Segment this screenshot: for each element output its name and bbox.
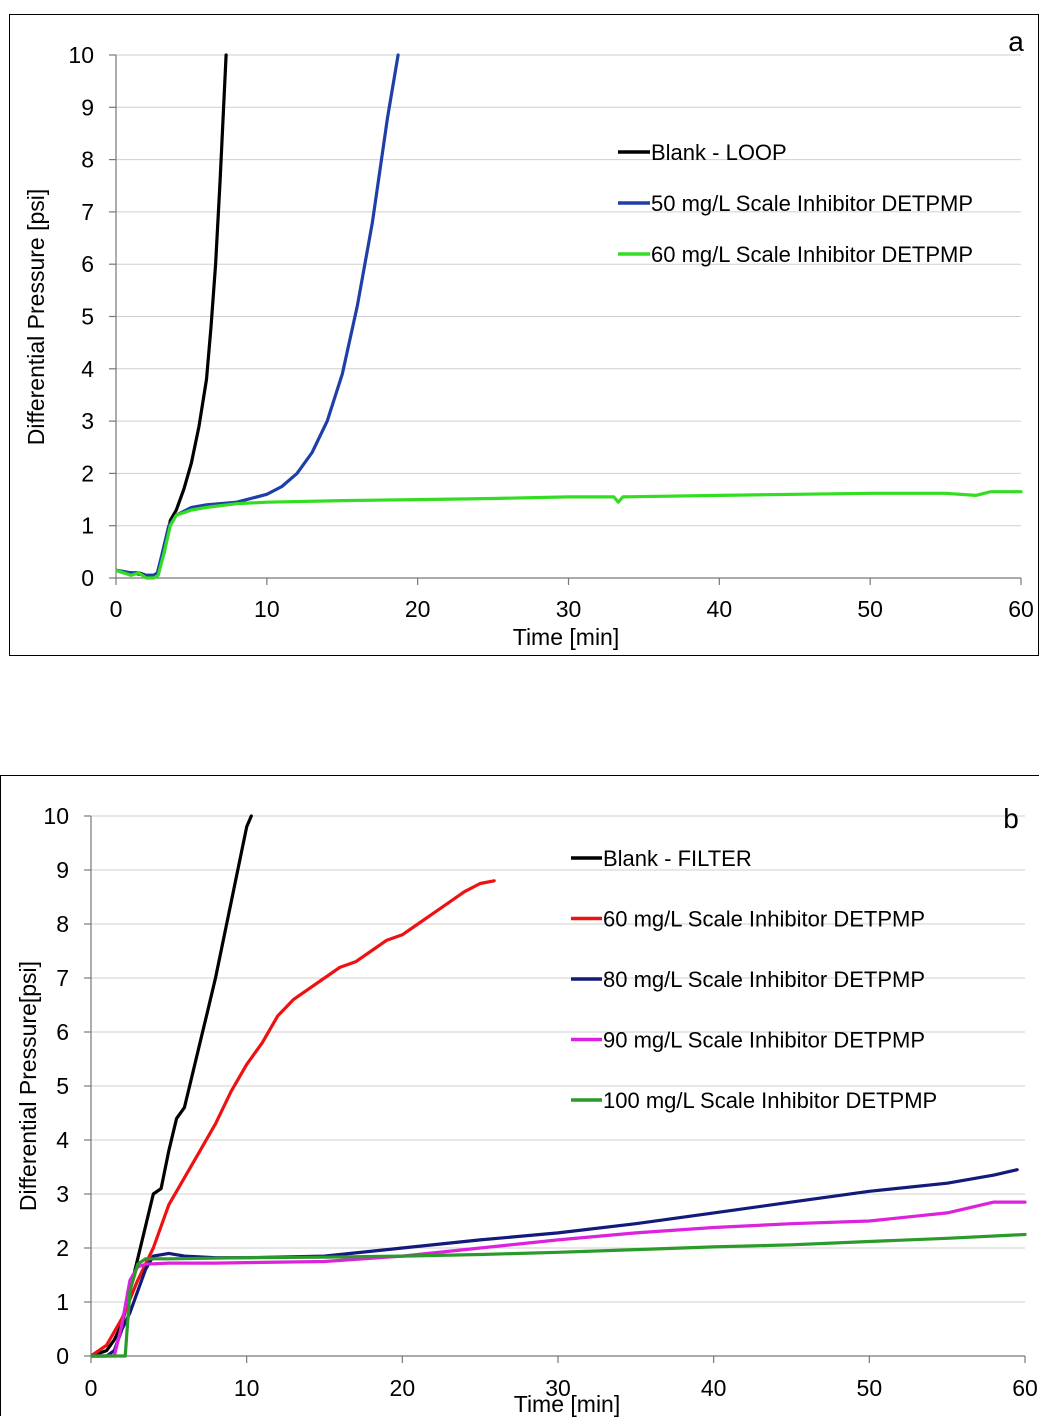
y-tick-label: 1	[81, 513, 94, 539]
y-tick-label: 9	[56, 857, 69, 883]
legend-entry: 90 mg/L Scale Inhibitor DETPMP	[603, 1028, 925, 1053]
legend-entry: 60 mg/L Scale Inhibitor DETPMP	[651, 242, 973, 267]
panel-label: b	[1003, 803, 1019, 834]
y-tick-label: 7	[81, 199, 94, 225]
legend-entry: 100 mg/L Scale Inhibitor DETPMP	[603, 1088, 937, 1113]
legend-entry: 50 mg/L Scale Inhibitor DETPMP	[651, 191, 973, 216]
series-line	[116, 490, 1023, 580]
chart-b-svg: 0 1 2 3 4 5 6 7 8 9 10 0 10 20 30 40 50 60 Time [min] Diffe…	[15, 803, 1038, 1417]
x-tick-label: 10	[234, 1375, 260, 1401]
legend-entry: 80 mg/L Scale Inhibitor DETPMP	[603, 967, 925, 992]
y-axis-title: Differential Pressure[psi]	[15, 961, 41, 1211]
y-axis-title: Differential Pressure [psi]	[23, 189, 49, 446]
series-line	[91, 1232, 1027, 1358]
chart-panel-a: 0 1 2 3 4 5 6 7 8 9 10 0 10 20 30 40 50 60 Time [min] Diffe…	[9, 14, 1039, 656]
y-tick-label: 9	[81, 94, 94, 120]
y-tick-label: 6	[56, 1019, 69, 1045]
y-tick-label: 2	[56, 1235, 69, 1261]
x-tick-label: 40	[701, 1375, 727, 1401]
series-line	[91, 879, 496, 1358]
chart-panel-b: 0 1 2 3 4 5 6 7 8 9 10 0 10 20 30 40 50 60 Time [min] Diffe…	[0, 775, 1039, 1417]
y-tick-label: 4	[81, 356, 94, 382]
x-tick-label: 60	[1008, 596, 1034, 622]
legend-entry: 60 mg/L Scale Inhibitor DETPMP	[603, 907, 925, 932]
x-tick-label: 50	[857, 596, 883, 622]
y-tick-label: 6	[81, 251, 94, 277]
x-tick-label: 20	[390, 1375, 416, 1401]
x-tick-label: 30	[545, 1375, 571, 1401]
y-tick-label: 3	[56, 1181, 69, 1207]
series-line	[91, 1200, 1027, 1358]
y-tick-label: 10	[43, 803, 69, 829]
y-tick-label: 4	[56, 1127, 69, 1153]
x-axis-title: Time [min]	[513, 624, 620, 650]
x-tick-label: 20	[405, 596, 431, 622]
x-tick-label: 0	[85, 1375, 98, 1401]
panel-label: a	[1008, 26, 1024, 57]
x-tick-label: 50	[857, 1375, 883, 1401]
y-tick-label: 10	[68, 42, 94, 68]
y-tick-label: 2	[81, 460, 94, 486]
x-tick-label: 30	[556, 596, 582, 622]
y-tick-label: 8	[81, 147, 94, 173]
chart-a-svg: 0 1 2 3 4 5 6 7 8 9 10 0 10 20 30 40 50 60 Time [min] Diffe…	[23, 26, 1034, 650]
y-tick-label: 5	[56, 1073, 69, 1099]
y-tick-label: 0	[81, 565, 94, 591]
series-line	[116, 53, 400, 578]
y-tick-label: 3	[81, 408, 94, 434]
legend-entry: Blank - FILTER	[603, 846, 752, 871]
y-tick-label: 8	[56, 911, 69, 937]
y-tick-label: 7	[56, 965, 69, 991]
x-tick-label: 10	[254, 596, 280, 622]
y-tick-label: 1	[56, 1289, 69, 1315]
series-line	[116, 53, 228, 578]
x-tick-label: 0	[110, 596, 123, 622]
legend-entry: Blank - LOOP	[651, 140, 787, 165]
y-tick-label: 0	[56, 1343, 69, 1369]
x-axis-title: Time [min]	[514, 1391, 621, 1417]
x-tick-label: 60	[1012, 1375, 1038, 1401]
y-tick-label: 5	[81, 304, 94, 330]
x-tick-label: 40	[707, 596, 733, 622]
